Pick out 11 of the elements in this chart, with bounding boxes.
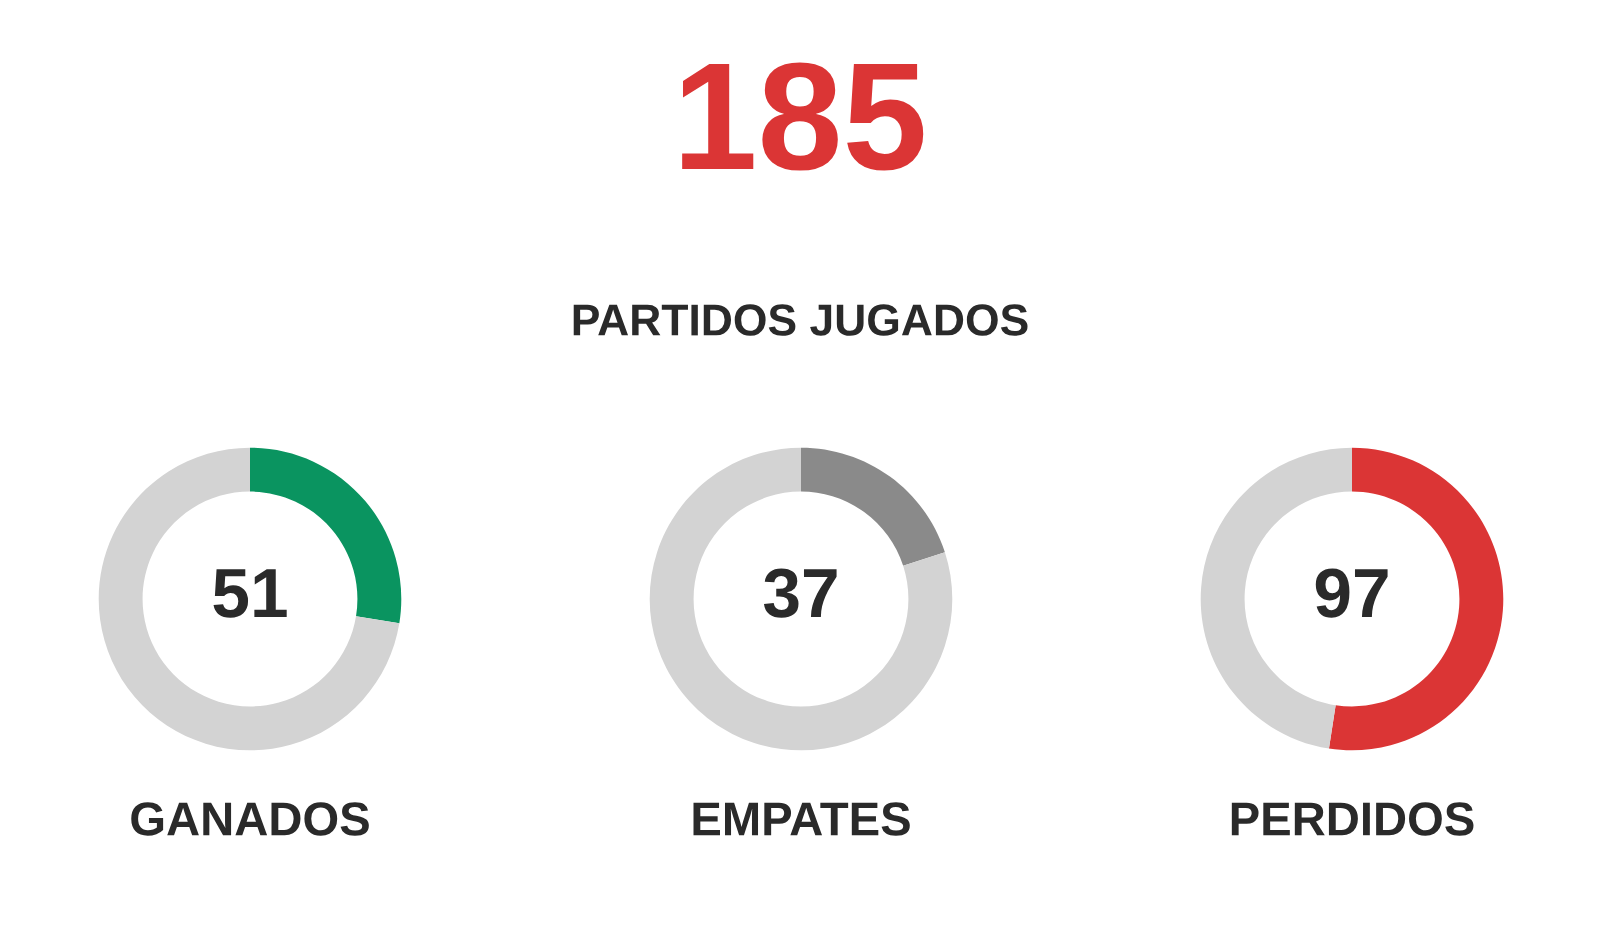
text: PERDIDOS (1231, 802, 1474, 836)
data-label: 97 (1315, 568, 1388, 618)
text: GANADOS (131, 802, 369, 836)
data-label: 51 (213, 569, 287, 618)
data-label: 37 (763, 568, 837, 618)
donut-slice (801, 447, 945, 566)
donut-slice (98, 447, 400, 751)
text: PARTIDOS JUGADOS (573, 304, 1028, 336)
text: 185 (682, 62, 924, 171)
donut-slice (649, 447, 953, 751)
text: EMPATES (693, 802, 910, 836)
